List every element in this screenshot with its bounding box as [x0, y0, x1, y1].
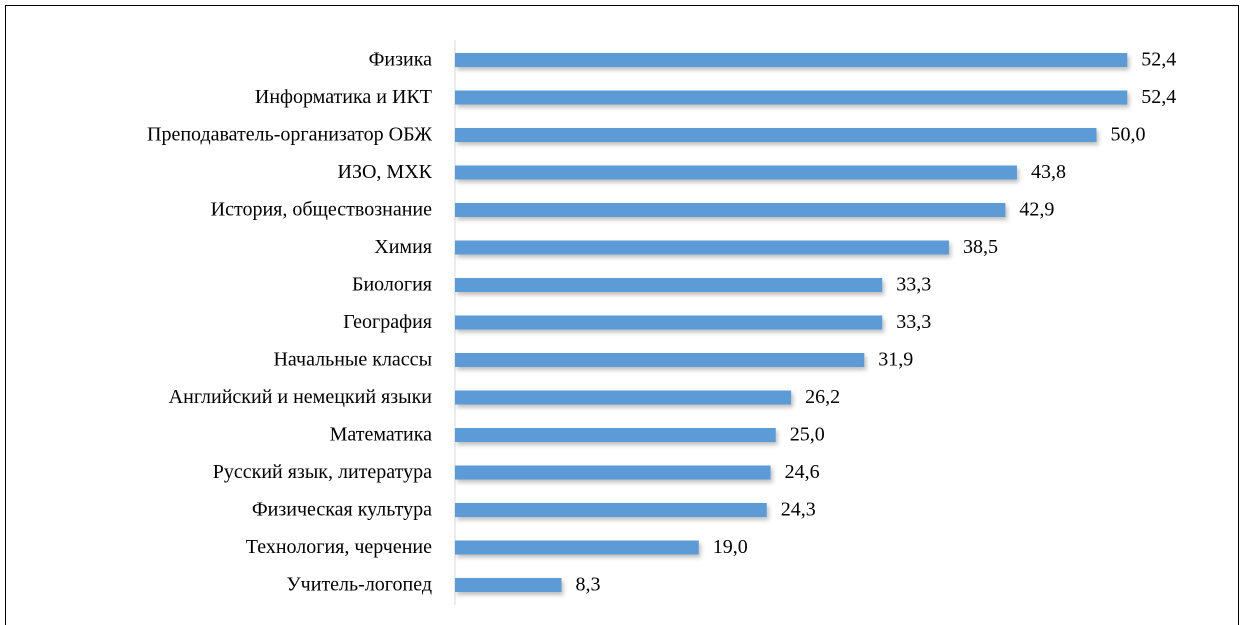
bar: [455, 203, 1006, 217]
value-label: 33,3: [896, 311, 931, 333]
bar: [455, 578, 562, 592]
category-label: Химия: [374, 236, 432, 258]
value-label: 33,3: [896, 274, 931, 296]
value-label: 24,6: [785, 461, 820, 483]
bar: [455, 428, 776, 442]
value-label: 31,9: [878, 349, 913, 371]
value-label: 52,4: [1141, 86, 1176, 108]
value-label: 24,3: [781, 499, 816, 521]
category-label: География: [343, 311, 432, 333]
category-label: Начальные классы: [273, 349, 432, 371]
category-label: Преподаватель-организатор ОБЖ: [147, 124, 432, 146]
value-label: 43,8: [1031, 161, 1066, 183]
bar: [455, 503, 767, 517]
category-label: Английский и немецкий языки: [169, 386, 433, 408]
bar: [455, 240, 949, 255]
value-label: 25,0: [790, 424, 825, 446]
category-label: Физическая культура: [252, 499, 432, 521]
value-label: 19,0: [713, 536, 748, 558]
value-label: 8,3: [575, 574, 600, 596]
category-label: Биология: [352, 274, 432, 296]
category-label: Учитель-логопед: [287, 574, 432, 596]
bar: [455, 315, 883, 330]
category-label: История, обществознание: [211, 199, 432, 221]
bar: [455, 540, 699, 555]
category-label: Математика: [330, 424, 432, 446]
category-label: Информатика и ИКТ: [255, 86, 432, 108]
bar: [455, 90, 1128, 105]
bar: [455, 53, 1128, 67]
value-label: 42,9: [1019, 199, 1054, 221]
value-label: 26,2: [805, 386, 840, 408]
value-label: 50,0: [1111, 124, 1146, 146]
bar: [455, 465, 771, 480]
category-label: Русский язык, литература: [213, 461, 432, 483]
frame: [5, 5, 1239, 625]
value-label: 52,4: [1141, 49, 1176, 71]
bar: [455, 390, 792, 405]
category-label: Физика: [369, 49, 433, 71]
category-label: Технология, черчение: [246, 536, 432, 558]
bar: [455, 353, 865, 367]
bar: [455, 165, 1017, 180]
bar: [455, 278, 883, 292]
bar: [455, 128, 1097, 142]
category-label: ИЗО, МХК: [338, 161, 433, 183]
value-label: 38,5: [963, 236, 998, 258]
